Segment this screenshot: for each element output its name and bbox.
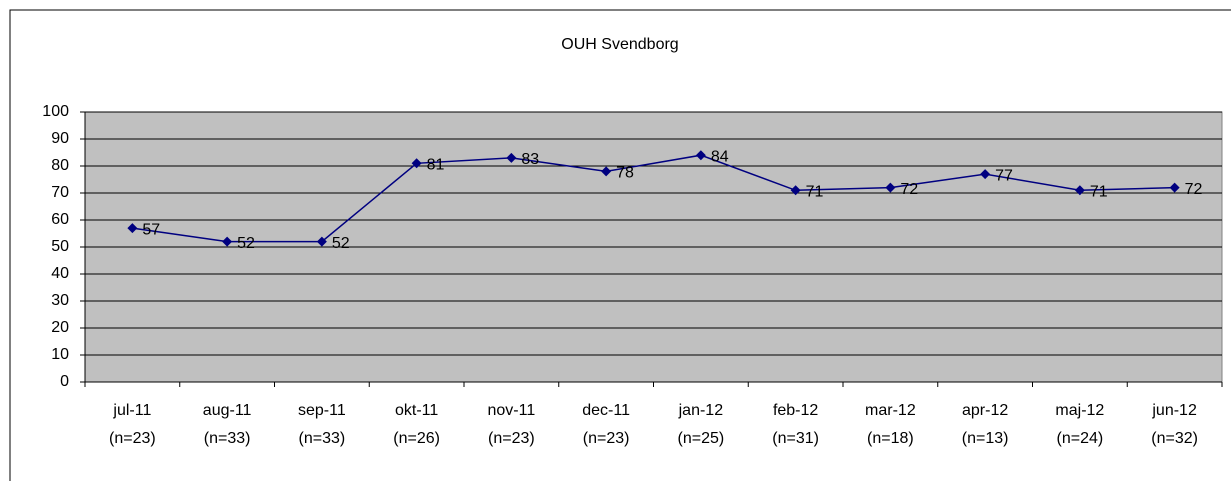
x-tick-label: (n=25)	[678, 430, 725, 447]
y-tick-label: 40	[51, 265, 69, 282]
data-label: 72	[1185, 181, 1203, 198]
series-line	[132, 154, 1175, 243]
data-label: 84	[711, 148, 729, 165]
x-tick-label: nov-11	[488, 402, 536, 419]
y-tick-label: 90	[51, 130, 69, 147]
y-tick-label: 60	[51, 211, 69, 228]
x-tick-label: mar-12	[865, 402, 916, 419]
data-point	[980, 169, 991, 180]
chart-title: OUH Svendborg	[561, 36, 678, 53]
data-label: 52	[332, 235, 350, 252]
x-tick-label: (n=32)	[1151, 430, 1198, 447]
y-tick-label: 0	[60, 373, 69, 390]
data-point	[885, 182, 896, 193]
y-tick-label: 50	[51, 238, 69, 255]
x-tick-label: apr-12	[962, 402, 1008, 419]
y-tick-label: 80	[51, 157, 69, 174]
data-label: 72	[900, 181, 918, 198]
data-point	[411, 158, 422, 169]
chart-frame	[9, 9, 1231, 481]
data-label: 57	[142, 221, 160, 238]
data-point	[1074, 185, 1085, 196]
data-point	[1169, 182, 1180, 193]
x-tick-label: jan-12	[678, 402, 724, 419]
x-tick-label: jun-12	[1151, 402, 1197, 419]
x-tick-label: (n=33)	[299, 430, 346, 447]
x-tick-label: (n=13)	[962, 430, 1009, 447]
data-label: 81	[427, 157, 445, 174]
data-label: 52	[237, 235, 255, 252]
data-point	[506, 152, 517, 163]
x-tick-label: (n=24)	[1057, 430, 1104, 447]
y-tick-label: 30	[51, 292, 69, 309]
x-tick-label: jul-11	[112, 402, 151, 419]
x-tick-label: sep-11	[298, 402, 346, 419]
data-point	[127, 223, 138, 234]
y-tick-label: 10	[51, 346, 69, 363]
data-point	[601, 166, 612, 177]
data-point	[790, 185, 801, 196]
x-tick-label: (n=26)	[393, 430, 440, 447]
x-tick-label: (n=18)	[867, 430, 914, 447]
data-label: 78	[616, 165, 634, 182]
x-tick-label: (n=33)	[204, 430, 251, 447]
data-point	[316, 236, 327, 247]
y-tick-label: 20	[51, 319, 69, 336]
x-tick-label: (n=23)	[488, 430, 535, 447]
data-label: 71	[1090, 184, 1108, 201]
x-tick-label: aug-11	[203, 402, 252, 419]
data-point	[695, 150, 706, 161]
x-tick-label: (n=31)	[772, 430, 819, 447]
y-tick-label: 70	[51, 184, 69, 201]
y-tick-label: 100	[42, 103, 69, 120]
x-tick-label: (n=23)	[109, 430, 156, 447]
x-tick-label: okt-11	[395, 402, 438, 419]
x-tick-label: dec-11	[582, 402, 630, 419]
x-tick-label: maj-12	[1055, 402, 1104, 419]
x-tick-label: feb-12	[773, 402, 818, 419]
data-point	[222, 236, 233, 247]
data-label: 71	[806, 184, 824, 201]
data-label: 77	[995, 167, 1013, 184]
x-tick-label: (n=23)	[583, 430, 630, 447]
data-label: 83	[521, 151, 539, 168]
